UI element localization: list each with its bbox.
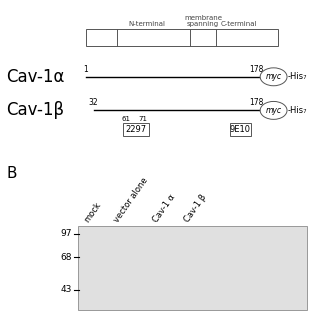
Text: myc: myc bbox=[266, 106, 282, 115]
Text: 43: 43 bbox=[60, 285, 72, 294]
Bar bbox=[123, 123, 149, 136]
Text: Cav-1 β: Cav-1 β bbox=[183, 193, 209, 224]
Ellipse shape bbox=[260, 68, 287, 86]
Text: Cav-1 α: Cav-1 α bbox=[151, 193, 177, 224]
Text: 1: 1 bbox=[84, 65, 88, 74]
Text: 178: 178 bbox=[249, 65, 263, 74]
Text: mock: mock bbox=[83, 200, 103, 224]
Text: 178: 178 bbox=[249, 98, 263, 107]
Text: myc: myc bbox=[266, 72, 282, 81]
Text: -His₇: -His₇ bbox=[288, 72, 308, 81]
Text: 97: 97 bbox=[60, 229, 72, 238]
Text: Cav-1α: Cav-1α bbox=[6, 68, 65, 86]
Text: -His₇: -His₇ bbox=[288, 106, 308, 115]
Text: 68: 68 bbox=[60, 253, 72, 262]
Text: Cav-1β: Cav-1β bbox=[6, 101, 65, 119]
Ellipse shape bbox=[260, 101, 287, 119]
Text: vector alone: vector alone bbox=[113, 176, 150, 224]
Text: 61: 61 bbox=[121, 116, 130, 122]
Text: 2297: 2297 bbox=[126, 125, 147, 134]
Text: 9E10: 9E10 bbox=[229, 125, 251, 134]
Text: N-terminal: N-terminal bbox=[129, 21, 166, 27]
Text: 32: 32 bbox=[89, 98, 98, 107]
Text: 71: 71 bbox=[139, 116, 148, 122]
Bar bbox=[86, 29, 278, 46]
Text: B: B bbox=[6, 166, 17, 181]
Bar bbox=[230, 123, 251, 136]
Text: membrane
spanning: membrane spanning bbox=[184, 15, 222, 27]
Text: C-terminal: C-terminal bbox=[220, 21, 257, 27]
Bar bbox=[78, 226, 307, 310]
